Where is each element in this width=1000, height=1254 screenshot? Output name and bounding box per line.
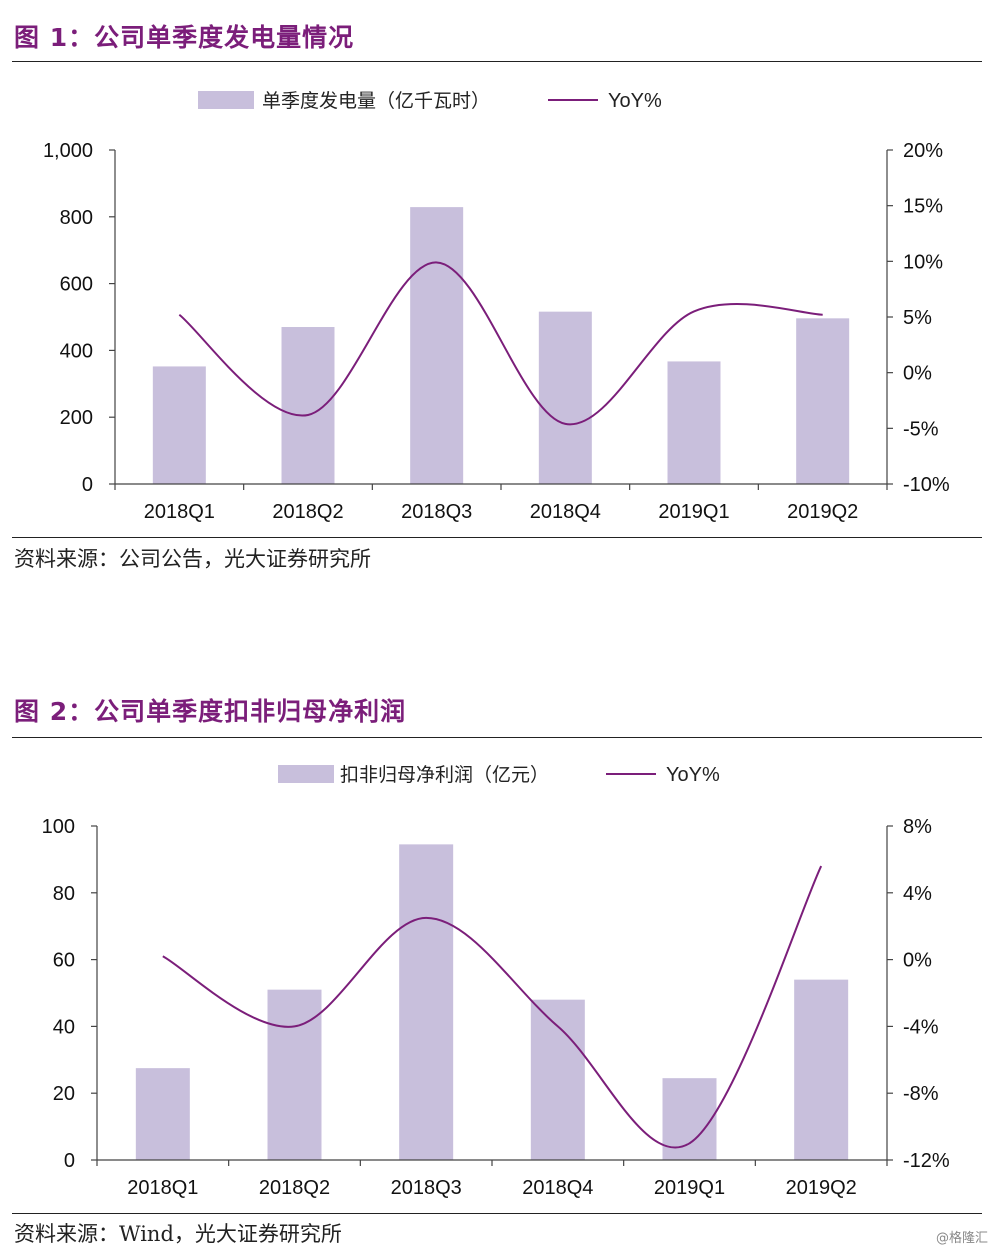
bar-2018Q4 — [538, 311, 592, 484]
right-tick-label: 20% — [903, 140, 943, 162]
bar-2019Q2 — [794, 979, 849, 1160]
figure-2-top-rule — [12, 737, 982, 738]
bar-2018Q4 — [530, 999, 585, 1160]
figure-1-bottom-rule — [12, 537, 982, 538]
legend-line-label: YoY% — [608, 90, 662, 112]
figure-1-chart: 单季度发电量（亿千瓦时） YoY% 0 200 400 600 800 1,000 -10% -5… — [43, 90, 950, 523]
x-tick-label: 2018Q4 — [530, 501, 601, 523]
legend-bar-swatch — [278, 765, 334, 783]
right-tick-label: 0% — [903, 950, 932, 972]
right-tick-label: -4% — [903, 1016, 939, 1038]
bar-2018Q3 — [399, 844, 454, 1160]
watermark: @格隆汇 — [935, 1231, 988, 1246]
x-tick-label: 2018Q3 — [391, 1177, 462, 1199]
left-tick-label: 20 — [53, 1083, 75, 1105]
bar-2018Q2 — [267, 989, 322, 1160]
figure-1-source: 资料来源：公司公告，光大证券研究所 — [14, 547, 371, 571]
figure-2-source: 资料来源：Wind，光大证券研究所 — [14, 1222, 342, 1246]
right-tick-label: 5% — [903, 307, 932, 329]
figure-1-title: 图 1：公司单季度发电量情况 — [14, 23, 355, 52]
right-tick-label: -12% — [903, 1150, 950, 1172]
left-tick-label: 80 — [53, 883, 75, 905]
figure-2-bottom-rule — [12, 1213, 982, 1214]
x-tick-label: 2018Q1 — [127, 1177, 198, 1199]
x-tick-label: 2018Q2 — [259, 1177, 330, 1199]
yoy-line — [178, 261, 823, 426]
bar-2018Q1 — [152, 366, 206, 484]
bar-2018Q3 — [410, 207, 464, 484]
left-tick-label: 0 — [82, 474, 93, 496]
right-tick-label: 10% — [903, 251, 943, 273]
right-tick-label: 15% — [903, 196, 943, 218]
figure-2-chart: 扣非归母净利润（亿元） YoY% 0 20 40 60 80 100 -12% -8% -4% 0% 4… — [42, 764, 950, 1199]
right-tick-label: 0% — [903, 363, 932, 385]
legend-bar-label: 单季度发电量（亿千瓦时） — [262, 90, 490, 112]
x-tick-label: 2018Q4 — [522, 1177, 593, 1199]
bar-2018Q2 — [281, 327, 335, 484]
x-tick-label: 2019Q1 — [654, 1177, 725, 1199]
left-tick-label: 40 — [53, 1016, 75, 1038]
x-tick-label: 2019Q2 — [787, 501, 858, 523]
figure-2-title: 图 2：公司单季度扣非归母净利润 — [14, 697, 407, 726]
figure-1-top-rule — [12, 61, 982, 62]
legend-bar-swatch — [198, 91, 254, 109]
right-tick-label: -5% — [903, 418, 939, 440]
legend-bar-label: 扣非归母净利润（亿元） — [340, 764, 549, 786]
right-tick-label: 8% — [903, 816, 932, 838]
left-tick-label: 0 — [64, 1150, 75, 1172]
right-tick-label: 4% — [903, 883, 932, 905]
yoy-line — [162, 865, 823, 1149]
bar-2019Q1 — [667, 361, 721, 484]
x-tick-label: 2019Q2 — [786, 1177, 857, 1199]
x-tick-label: 2019Q1 — [658, 501, 729, 523]
right-tick-label: -10% — [903, 474, 950, 496]
right-tick-label: -8% — [903, 1083, 939, 1105]
left-tick-label: 200 — [60, 407, 93, 429]
x-tick-label: 2018Q2 — [272, 501, 343, 523]
left-tick-label: 1,000 — [43, 140, 93, 162]
legend-line-label: YoY% — [666, 764, 720, 786]
left-tick-label: 800 — [60, 207, 93, 229]
left-tick-label: 100 — [42, 816, 75, 838]
x-tick-label: 2018Q3 — [401, 501, 472, 523]
bar-2019Q2 — [796, 318, 850, 484]
left-tick-label: 60 — [53, 950, 75, 972]
x-tick-label: 2018Q1 — [144, 501, 215, 523]
left-tick-label: 600 — [60, 274, 93, 296]
bar-2018Q1 — [135, 1068, 190, 1160]
left-tick-label: 400 — [60, 340, 93, 362]
